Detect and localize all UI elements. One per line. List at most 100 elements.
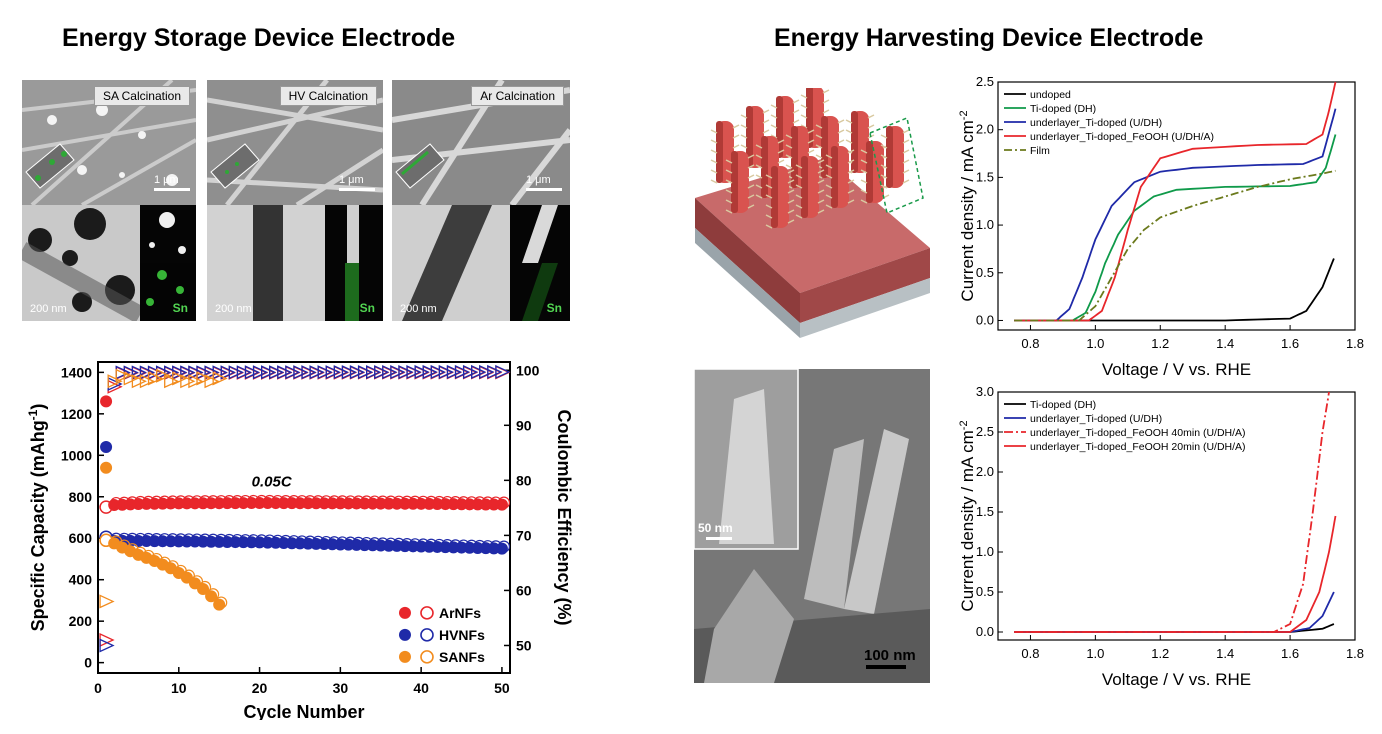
ce-point: [479, 364, 495, 379]
ce-point: [139, 365, 156, 380]
ce-point: [172, 371, 188, 386]
sem-scale-bottom-sa: 200 nm: [30, 303, 67, 315]
series-line: [1014, 134, 1337, 322]
y-axis-label: Specific Capacity (mAhg-1): [26, 404, 48, 632]
y2-tick-label: 70: [516, 527, 532, 543]
x-tick-label: 1.6: [1281, 336, 1299, 351]
nanofiber-model-icon: [25, 143, 75, 189]
charge-point: [497, 496, 511, 509]
capacity-first-point: [100, 395, 113, 408]
charge-point: [215, 596, 228, 609]
ce-point: [228, 365, 244, 380]
ce-point: [349, 365, 366, 380]
ce-point: [285, 365, 301, 380]
ce-point: [236, 365, 252, 380]
legend-label: underlayer_Ti-doped (U/DH): [1030, 413, 1162, 425]
ce-point: [131, 365, 147, 380]
series-line: [1014, 169, 1336, 322]
cross-section-main-scale: 100 nm: [864, 647, 916, 664]
legend-label: SANFs: [439, 649, 485, 665]
discharge-point: [495, 498, 508, 511]
sem-scale-top-sa: 1 μm: [154, 174, 179, 186]
ce-point: [374, 365, 390, 380]
x-tick-label: 1.0: [1086, 336, 1104, 351]
y-tick-label: 0.5: [976, 584, 994, 599]
legend-label: Ti-doped (DH): [1030, 103, 1096, 115]
sem-cross-section: 50 nm 100 nm: [694, 369, 930, 683]
x-tick-label: 1.6: [1281, 646, 1299, 661]
legend-label: underlayer_Ti-doped (U/DH): [1030, 117, 1162, 129]
ce-point: [398, 365, 414, 380]
lsv-chart-bottom: 0.8 1.0 1.2 1.4 1.6 1.8 0.0 0.5 1.0 1.5 2.0 2.5 3.0 V…: [958, 384, 1364, 689]
x-axis-label: Cycle Number: [243, 702, 364, 720]
plot-frame: [97, 361, 511, 674]
legend-open-marker: [420, 628, 434, 642]
sem-element-ar: Sn: [546, 301, 562, 315]
legend-label: ArNFs: [439, 605, 481, 621]
legend-label: underlayer_Ti-doped_FeOOH (U/DH/A): [1030, 131, 1214, 143]
ce-point: [422, 364, 438, 380]
charge-point: [190, 575, 204, 588]
charge-point: [206, 588, 220, 601]
sem-tag-sa: SA Calcination: [93, 86, 190, 106]
sem-tag-hv: HV Calcination: [279, 86, 377, 106]
y-tick-label: 1.0: [976, 217, 994, 232]
sem-element-sa: Sn: [172, 301, 188, 315]
y-tick-label: 1200: [61, 406, 92, 422]
plot-frame: [997, 81, 1356, 331]
ce-point: [99, 594, 115, 609]
ce-point: [131, 374, 147, 389]
y-tick-label: 1400: [61, 364, 92, 380]
ce-point: [139, 374, 156, 389]
ce-point: [188, 365, 204, 380]
right-heading: Energy Harvesting Device Electrode: [774, 24, 1204, 52]
x-tick-label: 1.2: [1151, 646, 1169, 661]
ce-point: [430, 364, 446, 380]
legend-filled-marker: [398, 606, 411, 619]
x-tick-label: 1.4: [1216, 646, 1234, 661]
legend-label: underlayer_Ti-doped_FeOOH 20min (U/DH/A): [1030, 441, 1246, 453]
ce-point: [382, 365, 398, 380]
sem-scale-bottom-hv: 200 nm: [215, 303, 252, 315]
y-tick-label: 2.0: [976, 122, 994, 137]
ce-point: [462, 364, 479, 379]
x-tick-label: 40: [413, 680, 429, 696]
ce-point: [366, 365, 382, 380]
y-tick-label: 2.0: [976, 464, 994, 479]
ce-point: [495, 364, 511, 379]
ce-point: [277, 365, 293, 380]
x-tick-label: 0.8: [1021, 336, 1039, 351]
ce-point: [99, 638, 115, 653]
y2-tick-label: 100: [516, 362, 540, 378]
y-axis-label: Current density / mA cm-2: [958, 110, 977, 301]
y-tick-label: 0.0: [976, 312, 994, 327]
y2-tick-label: 90: [516, 417, 532, 433]
ce-point: [325, 365, 341, 380]
sem-panel-hv: HV Calcination 1 μm 200 nm Sn: [207, 80, 383, 321]
ce-point: [204, 374, 220, 389]
ce-point: [196, 371, 212, 386]
x-axis-label: Voltage / V vs. RHE: [1102, 360, 1251, 379]
x-axis-label: Voltage / V vs. RHE: [1102, 670, 1251, 689]
x-tick-label: 30: [333, 680, 349, 696]
sem-image-sa: [22, 80, 196, 321]
ce-point: [446, 364, 463, 379]
sem-panel-sa: SA Calcination 1 μm 200 nm Sn: [22, 80, 196, 321]
capacity-first-point: [100, 441, 113, 454]
y-tick-label: 0: [84, 655, 92, 671]
ce-point: [309, 365, 325, 380]
x-tick-label: 10: [171, 680, 187, 696]
left-heading: Energy Storage Device Electrode: [62, 24, 456, 52]
y2-tick-label: 80: [516, 472, 532, 488]
discharge-point: [213, 598, 226, 611]
legend-label: undoped: [1030, 89, 1071, 101]
ce-point: [471, 364, 487, 379]
ce-point: [164, 374, 180, 389]
nanofiber-model-icon: [210, 143, 260, 189]
ce-point: [204, 365, 220, 380]
y-tick-label: 1000: [61, 447, 92, 463]
ce-point: [220, 365, 236, 380]
x-tick-label: 0: [94, 680, 102, 696]
y-tick-label: 1.5: [976, 504, 994, 519]
y2-tick-label: 50: [516, 637, 532, 653]
